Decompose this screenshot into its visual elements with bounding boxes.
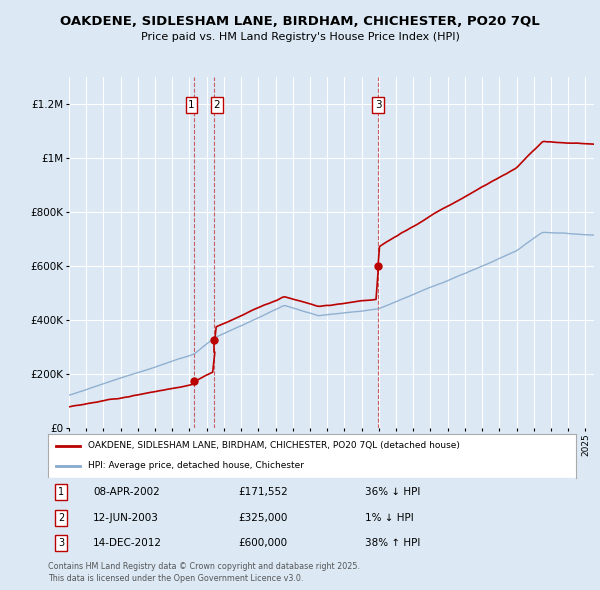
Text: 3: 3 [58, 538, 64, 548]
Text: £325,000: £325,000 [238, 513, 287, 523]
Text: HPI: Average price, detached house, Chichester: HPI: Average price, detached house, Chic… [88, 461, 304, 470]
Text: Contains HM Land Registry data © Crown copyright and database right 2025.
This d: Contains HM Land Registry data © Crown c… [48, 562, 360, 583]
Text: 3: 3 [374, 100, 381, 110]
Text: 14-DEC-2012: 14-DEC-2012 [93, 538, 162, 548]
Text: 36% ↓ HPI: 36% ↓ HPI [365, 487, 420, 497]
Text: 1% ↓ HPI: 1% ↓ HPI [365, 513, 413, 523]
Text: 08-APR-2002: 08-APR-2002 [93, 487, 160, 497]
Text: 2: 2 [58, 513, 64, 523]
Text: 12-JUN-2003: 12-JUN-2003 [93, 513, 159, 523]
Text: 1: 1 [188, 100, 195, 110]
Text: £171,552: £171,552 [238, 487, 288, 497]
Text: OAKDENE, SIDLESHAM LANE, BIRDHAM, CHICHESTER, PO20 7QL (detached house): OAKDENE, SIDLESHAM LANE, BIRDHAM, CHICHE… [88, 441, 460, 450]
Text: Price paid vs. HM Land Registry's House Price Index (HPI): Price paid vs. HM Land Registry's House … [140, 32, 460, 42]
Text: 38% ↑ HPI: 38% ↑ HPI [365, 538, 420, 548]
Text: OAKDENE, SIDLESHAM LANE, BIRDHAM, CHICHESTER, PO20 7QL: OAKDENE, SIDLESHAM LANE, BIRDHAM, CHICHE… [60, 15, 540, 28]
Text: 2: 2 [214, 100, 220, 110]
Text: £600,000: £600,000 [238, 538, 287, 548]
Text: 1: 1 [58, 487, 64, 497]
